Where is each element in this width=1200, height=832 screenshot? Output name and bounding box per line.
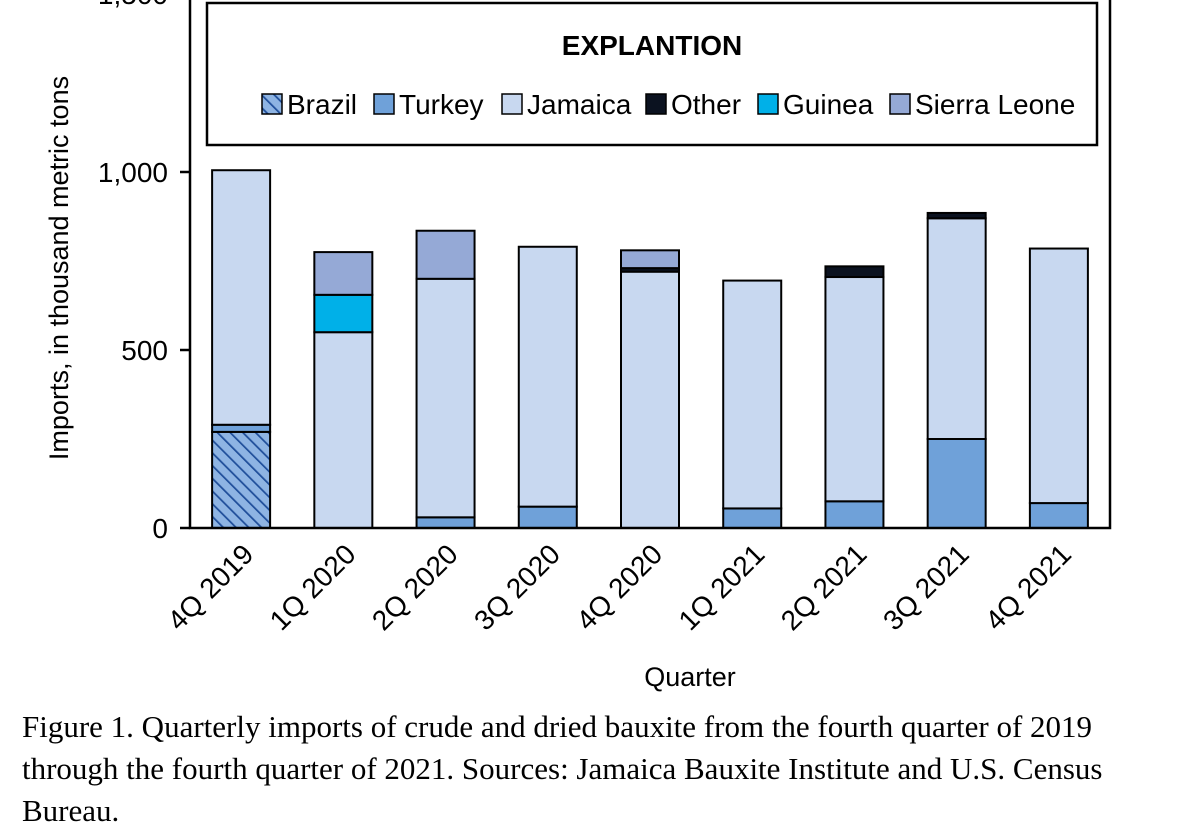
legend-label: Brazil (287, 89, 357, 120)
bar-segment-jamaica (620, 270, 680, 529)
bar-segment-sierra-leone (313, 251, 374, 296)
x-tick-labels: 4Q 2019 1Q 2020 2Q 2020 3Q 2020 4Q 2020 1Q 20… (161, 538, 1077, 636)
legend: EXPLANTION Brazil Turkey Jamaica Other Guine… (205, 1, 1099, 147)
x-tick-label: 2Q 2020 (366, 538, 464, 636)
bar-segment-sierra-leone (415, 229, 476, 280)
bar-segment-other (824, 265, 885, 279)
y-tick-label: 0 (152, 513, 168, 544)
legend-box (205, 1, 1099, 147)
bar-segment-turkey (211, 423, 272, 433)
bar-stacks (211, 169, 1089, 530)
bar-segment-jamaica (313, 331, 374, 530)
legend-label: Other (671, 89, 741, 120)
bar-segment-jamaica (415, 277, 476, 519)
bar-segment-jamaica (722, 279, 783, 510)
bar-segment-turkey (415, 516, 476, 530)
bar-segment-turkey (517, 505, 578, 530)
x-tick-label: 4Q 2019 (161, 538, 259, 636)
x-tick-label: 1Q 2020 (264, 538, 362, 636)
legend-swatch-turkey (373, 93, 395, 115)
legend-swatch-guinea (757, 93, 779, 115)
plot-area-frame (188, 0, 1112, 530)
legend-label: Jamaica (527, 89, 632, 120)
bar-segment-other (926, 211, 987, 220)
bar-segment-jamaica (517, 245, 578, 508)
bar-segment-jamaica (211, 169, 272, 426)
x-tick-label: 2Q 2021 (775, 538, 873, 636)
bar-segment-sierra-leone (620, 249, 680, 270)
y-tick-label: 1,000 (98, 157, 168, 188)
x-tick-label: 3Q 2021 (877, 538, 975, 636)
y-tick-marks (180, 170, 190, 530)
legend-swatch-brazil (261, 93, 283, 115)
legend-label: Guinea (783, 89, 874, 120)
bar-segment-turkey (824, 500, 885, 529)
bar-segment-turkey (1028, 502, 1089, 529)
bar-segment-brazil (211, 430, 272, 530)
legend-label: Sierra Leone (915, 89, 1075, 120)
bar-segment-turkey (722, 507, 783, 530)
y-tick-label: 500 (121, 335, 168, 366)
bar-segment-turkey (926, 438, 987, 529)
y-tick-labels: 0 500 1,000 1,500 (98, 0, 168, 544)
legend-label: Turkey (399, 89, 484, 120)
bar-segment-jamaica (824, 276, 885, 503)
legend-title: EXPLANTION (562, 30, 742, 61)
x-tick-label: 1Q 2021 (673, 538, 771, 636)
bar-segment-guinea (313, 293, 374, 334)
x-tick-label: 4Q 2020 (570, 538, 668, 636)
y-axis-label: Imports, in thousand metric tons (44, 76, 74, 460)
x-axis-label: Quarter (644, 662, 736, 692)
legend-swatch-jamaica (501, 93, 523, 115)
bar-segment-jamaica (1028, 247, 1089, 505)
bar-segment-jamaica (926, 217, 987, 440)
legend-items: Brazil Turkey Jamaica Other Guinea Sierra Leo… (261, 89, 1075, 120)
x-tick-label: 4Q 2021 (979, 538, 1077, 636)
legend-swatch-sierra-leone (889, 93, 911, 115)
x-tick-label: 3Q 2020 (468, 538, 566, 636)
figure-caption: Figure 1. Quarterly imports of crude and… (22, 709, 1103, 828)
legend-swatch-other (645, 93, 667, 115)
y-tick-label: 1,500 (98, 0, 168, 10)
